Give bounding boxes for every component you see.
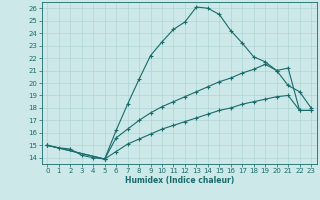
X-axis label: Humidex (Indice chaleur): Humidex (Indice chaleur) xyxy=(124,176,234,185)
